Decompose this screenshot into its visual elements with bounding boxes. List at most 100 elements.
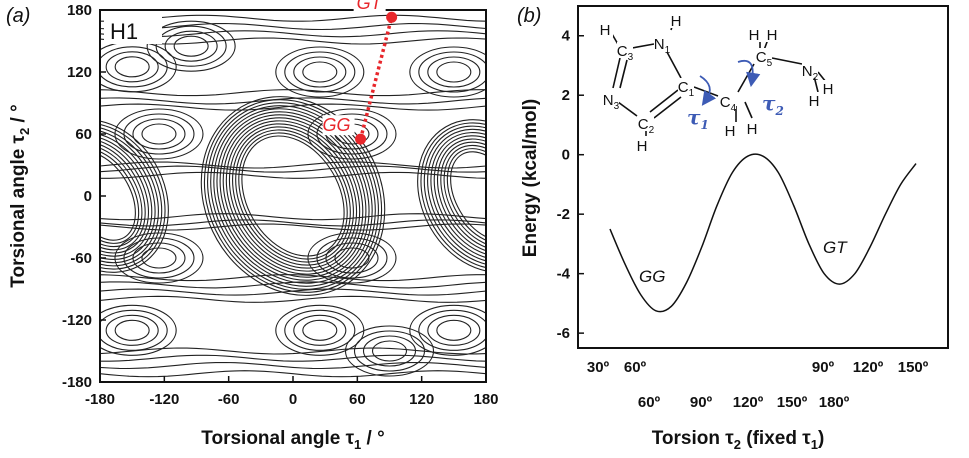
energy-tick-label: 4 [562,28,571,45]
edge-barrier-contour [100,128,159,264]
well-contour [123,113,195,155]
torsion-tick-label-row2: 180º [819,394,850,411]
band-contour [100,288,486,296]
well-contour [302,61,338,83]
central-barrier-contour [228,123,358,269]
edge-barrier-contour [100,138,150,254]
atom-bg [678,78,694,94]
gg-to-gt-path-line [358,16,394,140]
panel-b-label: (b) [517,5,541,27]
x-tick-label: -180 [85,391,115,408]
atom-h: H [809,93,820,110]
well-contour [334,247,370,269]
central-barrier-contour [207,102,379,290]
inset-label-h1: H1 [110,19,138,44]
well-contour [164,30,218,62]
well-contour [132,118,186,150]
well-contour [155,25,227,67]
torsion-tick-label-row2: 120º [733,394,764,411]
edge-barrier-contour [430,132,486,260]
well-contour [141,123,177,145]
band-contour [100,103,486,111]
central-barrier-contour [232,126,354,266]
well-contour [100,46,168,88]
well-contour [146,20,236,72]
atom-h: H [749,27,760,44]
panel-a-ylabel: Torsional angle τ2 / ° [8,104,32,287]
central-barrier-contour [225,120,361,272]
torsion-tick-label-row1: 90º [812,359,835,376]
band-contour [100,223,486,231]
well-contour [325,242,379,274]
well-contour [344,325,435,377]
y-tick-label: -120 [62,312,92,329]
edge-barrier-contour [100,135,153,257]
edge-barrier-contour [440,141,486,251]
y-tick-label: 0 [84,188,92,205]
energy-curve [609,153,917,313]
panel-a-xlabel: Torsional angle τ1 / ° [201,428,384,452]
well-contour [141,247,177,269]
well-contour [353,330,426,372]
atom-bg [597,21,613,37]
band-contour [100,354,486,362]
edge-barrier-contour [100,119,169,273]
tau1-label: τ1 [687,105,709,132]
central-barrier-contour [213,108,373,284]
well-contour [436,319,472,341]
band-contour [100,219,486,227]
band-contour [100,347,486,355]
central-barrier-contour [222,117,364,275]
well-contour [316,113,388,155]
band-contour [100,89,486,97]
atom-bg [654,35,670,51]
edge-barrier-contour [420,122,486,270]
torsion-tick-label-row1: 150º [898,359,929,376]
well-contour [105,314,159,346]
edge-barrier-contour [100,141,146,251]
well-contour [114,56,150,78]
well-contour [409,304,486,356]
gt-curve-label: GT [823,238,848,257]
central-barrier-contour [235,129,351,263]
atom-bg [634,137,650,153]
well-contour [436,61,472,83]
band-contour [100,97,486,105]
torsion-tick-label-row1: 120º [853,359,884,376]
atom-bg [638,115,654,131]
central-barrier-contour [241,135,345,257]
point-gt [386,11,398,23]
atom-bg [764,26,780,42]
gg-curve-label: GG [639,267,665,286]
tau2-label: τ2 [762,91,784,118]
well-contour [114,232,204,284]
well-contour [316,237,388,279]
well-contour [418,51,486,93]
atom-bg [720,93,736,109]
y-tick-label: -180 [62,374,92,391]
band-contour [100,361,486,370]
energy-tick-label: -6 [557,325,570,342]
well-contour [427,56,481,88]
well-contour [100,304,177,356]
edge-barrier-contour [436,138,486,254]
panel-b-ylabel: Energy (kcal/mol) [520,99,541,257]
well-contour [307,232,397,284]
band-contour [100,213,486,221]
atom-h: H [637,138,648,155]
atom-h: H [767,27,778,44]
well-contour [173,35,209,57]
well-contour [284,51,356,93]
y-tick-label: 180 [67,2,92,19]
tau1-arrow [699,75,717,106]
edge-barrier-contour [450,151,486,241]
atom-bg [668,12,684,28]
energy-tick-label: 2 [562,87,570,104]
inset-label-bg [104,14,162,44]
panel-a-ticks: -180 -120 -60 0 60 120 180 180 120 60 0 -60 -120 -180 [62,2,499,408]
band-contour [100,161,486,169]
atom-bg [746,26,762,42]
energy-tick-label: 0 [562,147,570,164]
x-tick-label: -120 [149,391,179,408]
